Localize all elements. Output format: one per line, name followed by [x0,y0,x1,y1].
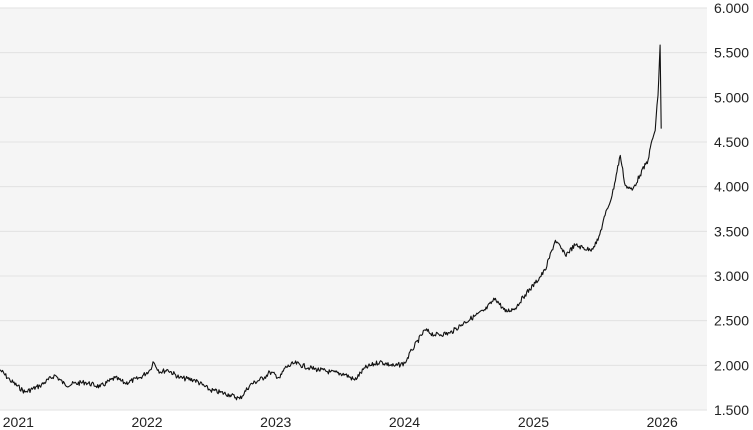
y-tick-label: 3.500 [714,223,749,239]
x-tick-label: 2026 [647,414,678,430]
price-series-line [0,44,662,401]
plot-area [0,8,707,410]
y-tick-label: 4.500 [714,134,749,150]
x-tick-label: 2025 [518,414,549,430]
y-tick-label: 5.000 [714,89,749,105]
y-tick-label: 3.000 [714,268,749,284]
y-tick-label: 4.000 [714,179,749,195]
y-tick-label: 5.500 [714,45,749,61]
x-tick-label: 2024 [389,414,420,430]
x-tick-label: 2023 [260,414,291,430]
y-tick-label: 2.500 [714,313,749,329]
x-axis: 2021 2022 2023 2024 2025 2026 [3,414,678,430]
y-tick-label: 1.500 [714,402,749,418]
x-tick-label: 2021 [3,414,34,430]
y-tick-label: 2.000 [714,357,749,373]
y-tick-label: 6.000 [714,0,749,16]
y-axis: 1.500 2.000 2.500 3.000 3.500 4.000 4.500 5.000… [714,0,749,418]
x-tick-label: 2022 [131,414,162,430]
gridlines [0,7,707,411]
